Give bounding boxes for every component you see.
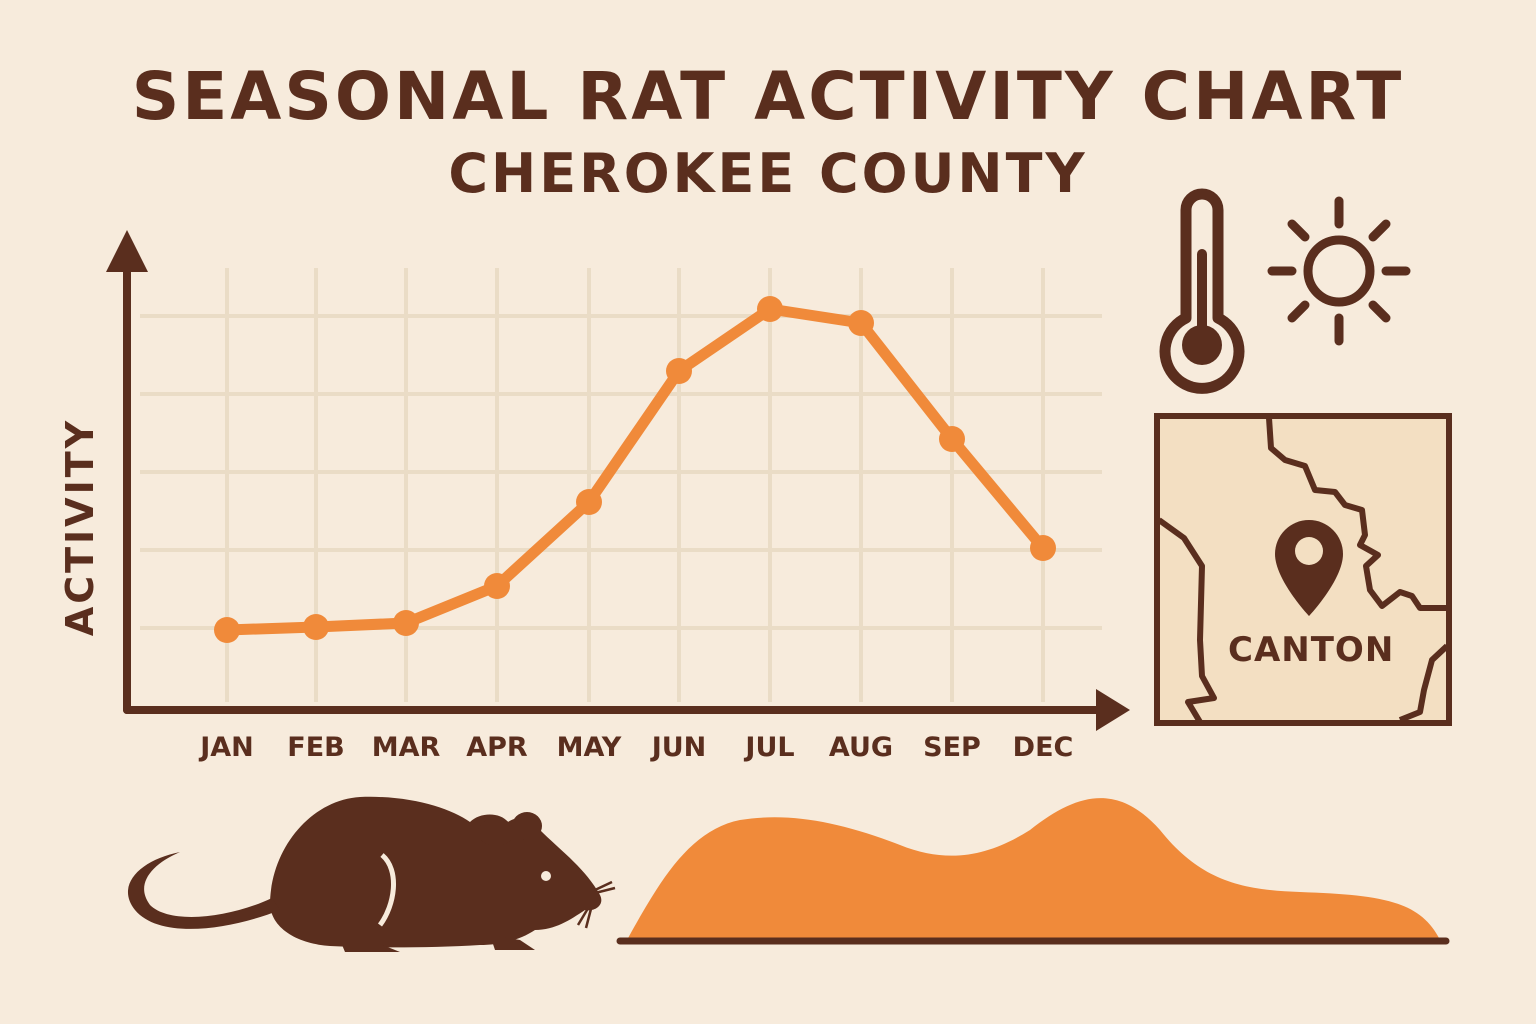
data-point-feb (303, 614, 329, 640)
activity-series (214, 296, 1056, 643)
data-point-jan (214, 617, 240, 643)
x-axis-arrow-icon (1096, 689, 1130, 731)
y-axis-label: ACTIVITY (58, 417, 102, 637)
chart-subtitle: CHEROKEE COUNTY (448, 142, 1088, 205)
data-point-jul (757, 296, 783, 322)
chart-title: SEASONAL RAT ACTIVITY CHART (131, 58, 1405, 135)
y-axis-arrow-icon (106, 230, 148, 272)
data-point-aug (848, 310, 874, 336)
x-tick-label: APR (466, 732, 528, 763)
data-point-may (576, 489, 602, 515)
x-tick-label: DEC (1012, 732, 1074, 763)
x-tick-label: JAN (200, 732, 254, 763)
x-axis-tick-labels: JAN FEB MAR APR MAY JUN JUL AUG SEP DEC (0, 732, 1536, 772)
x-tick-label: AUG (828, 732, 894, 763)
rat-icon (127, 796, 602, 952)
data-point-dec (1030, 535, 1056, 561)
activity-area-shape (616, 798, 1450, 945)
data-point-sep (939, 426, 965, 452)
map-location-label: CANTON (1228, 630, 1395, 670)
thermometer-icon (1159, 188, 1245, 394)
county-map (1154, 413, 1452, 726)
rat-leg-line (377, 853, 396, 927)
grid (140, 268, 1102, 702)
map-pin-icon (1275, 520, 1343, 616)
x-tick-label: SEP (923, 732, 981, 763)
data-point-jun (666, 358, 692, 384)
sun-icon (1267, 196, 1411, 346)
x-tick-label: FEB (287, 732, 345, 763)
axes (106, 230, 1130, 731)
rat-whiskers (576, 880, 616, 929)
x-tick-label: MAY (556, 732, 622, 763)
x-tick-label: MAR (371, 732, 441, 763)
data-point-mar (393, 610, 419, 636)
x-tick-label: JUL (745, 732, 795, 763)
rat-eye (541, 871, 551, 881)
data-point-apr (484, 573, 510, 599)
x-tick-label: JUN (651, 732, 707, 763)
